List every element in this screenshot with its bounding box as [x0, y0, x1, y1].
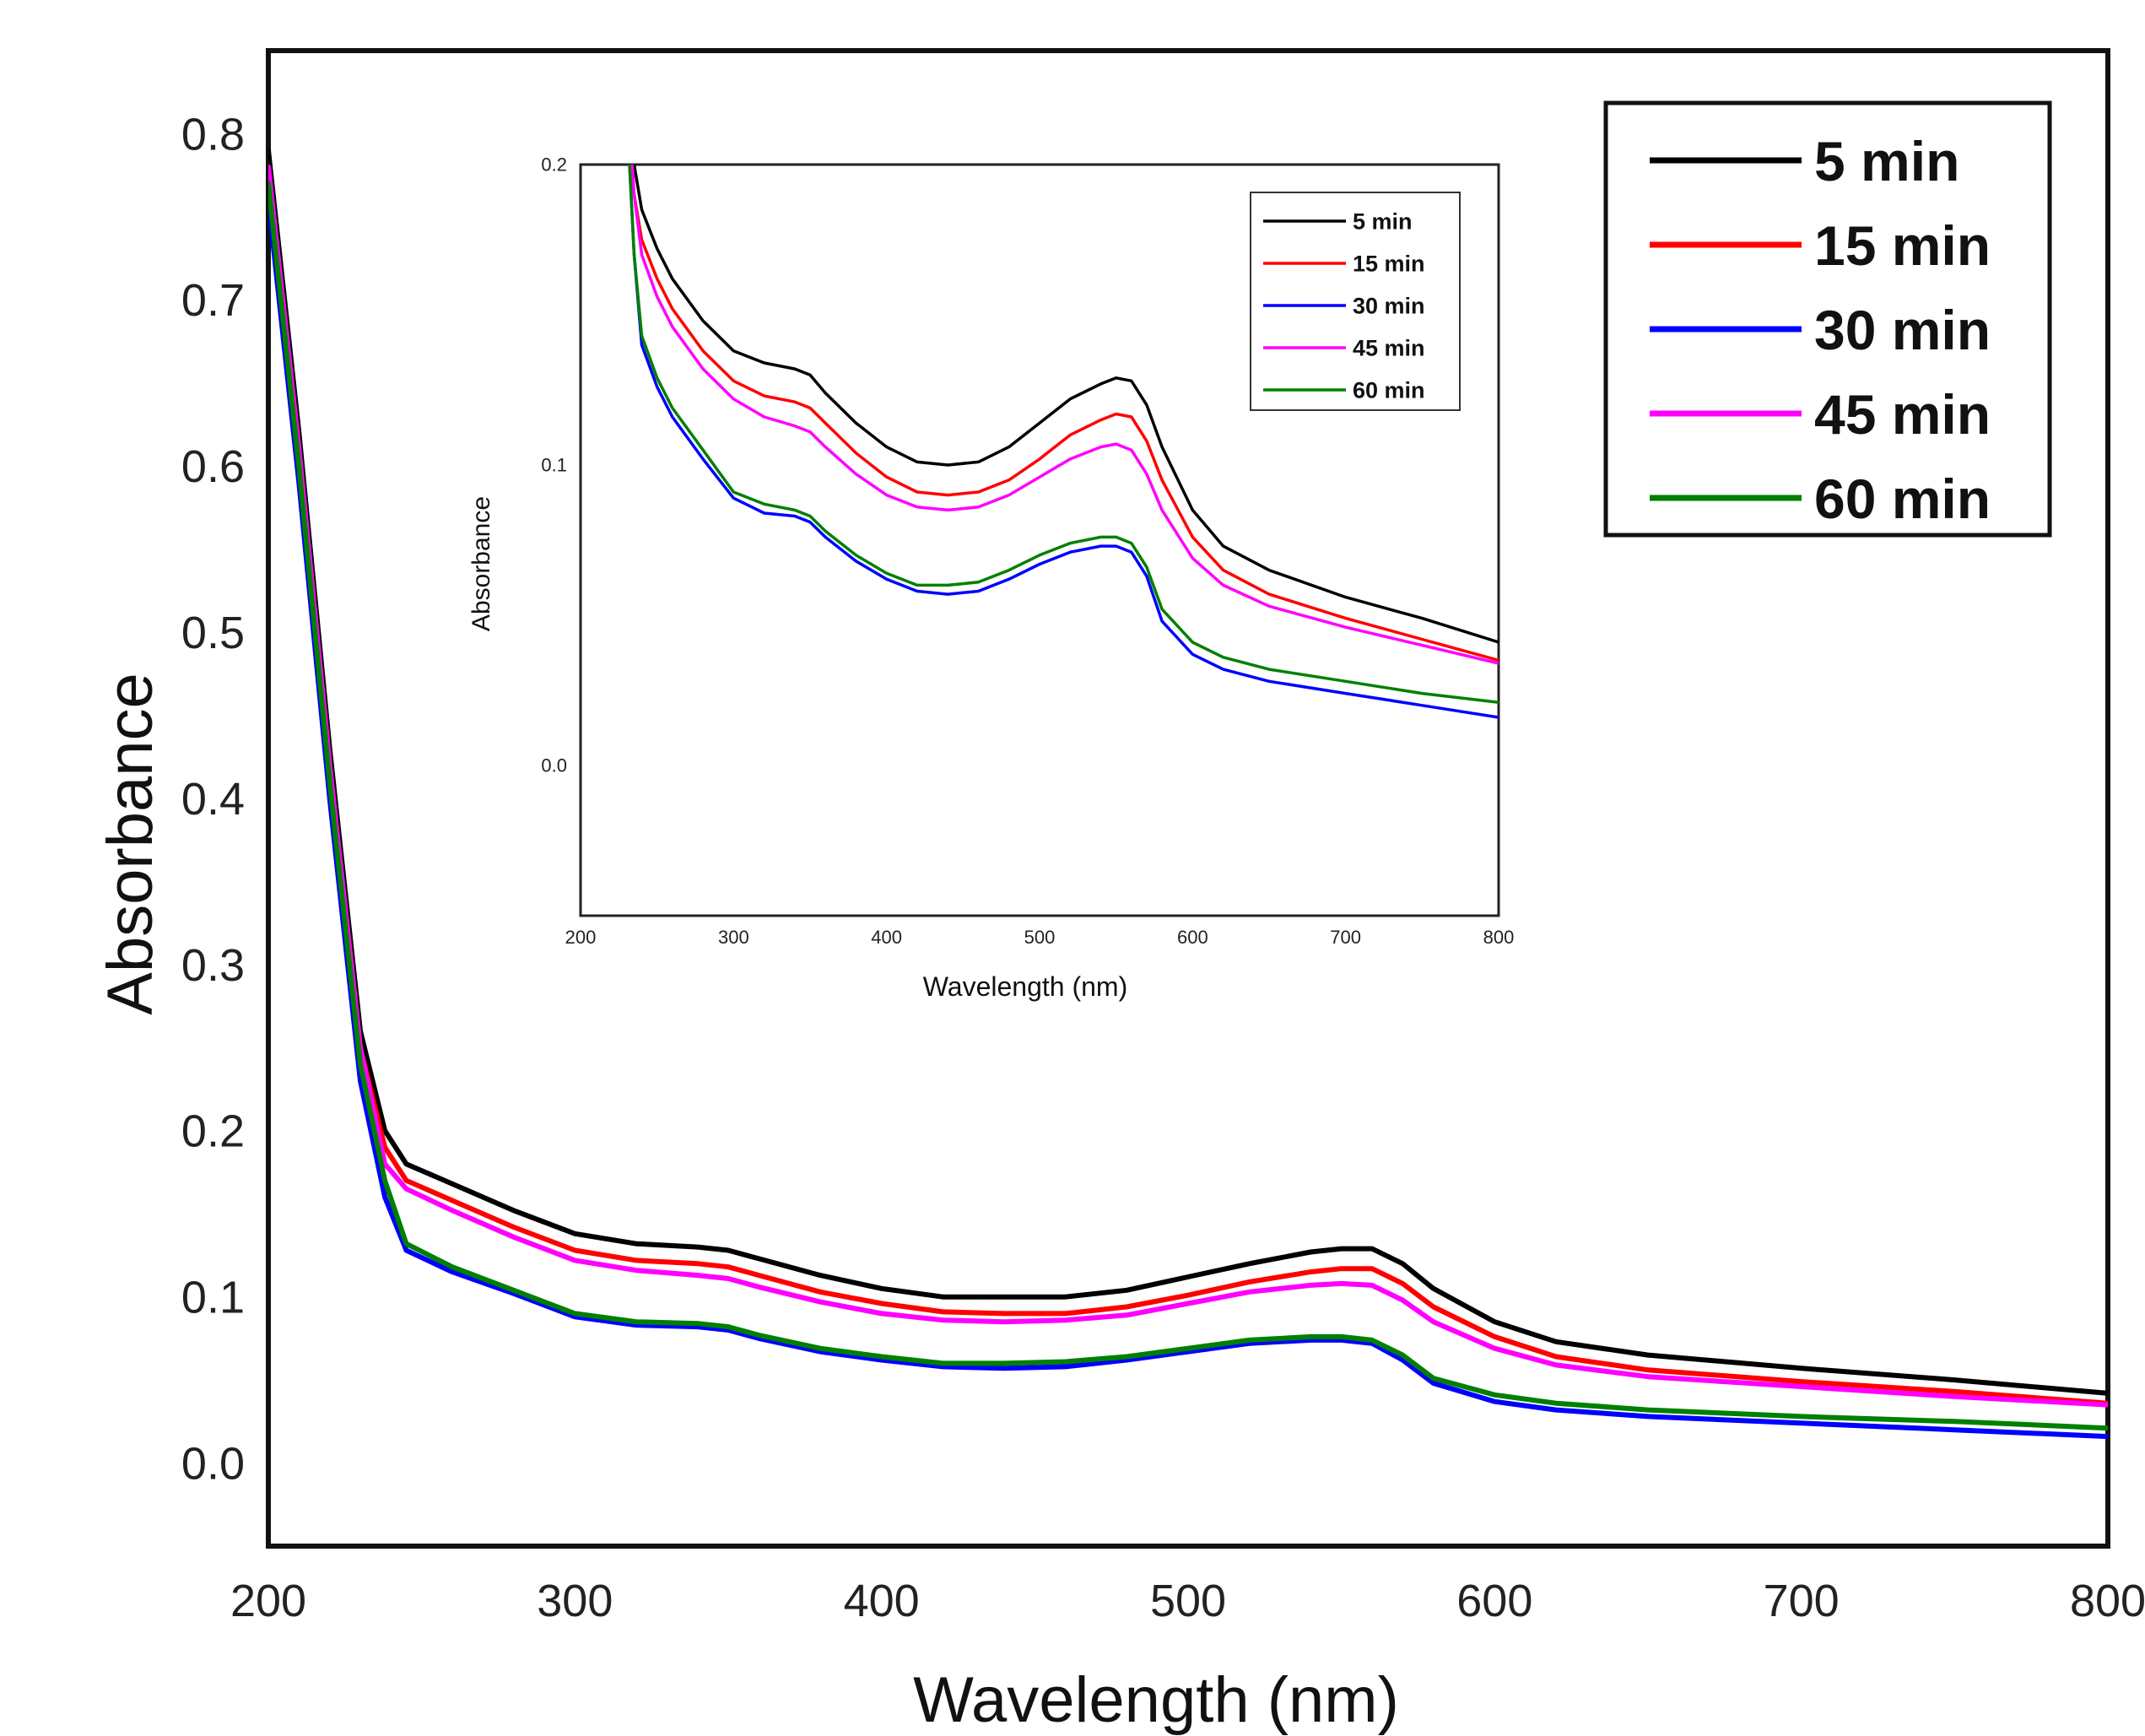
main-legend-label-5-min: 5 min	[1814, 130, 1959, 192]
inset-y-tick-labels: 0.0 0.1 0.2	[541, 154, 567, 776]
inset-x-tick-label: 500	[1024, 927, 1056, 948]
inset-x-tick-label: 300	[718, 927, 749, 948]
main-series-line-60-min	[268, 181, 2108, 1431]
main-plot: 0.0 0.1 0.2 0.3 0.4 0.5 0.6 0.7 0.8 200 300 400 500…	[95, 48, 2145, 1736]
inset-y-tick-label: 0.1	[541, 455, 567, 476]
main-series-line-45-min	[268, 164, 2108, 1408]
inset-legend-box	[1250, 192, 1461, 411]
inset-x-tick-label: 400	[871, 927, 902, 948]
main-legend-items: 5 min 15 min 30 min 45 min 60 min	[1650, 130, 1991, 530]
inset-series-lines	[628, 165, 1499, 719]
inset-x-axis-title: Wavelength (nm)	[923, 971, 1127, 1002]
main-y-tick-label: 0.8	[181, 109, 245, 160]
main-y-tick-label: 0.6	[181, 441, 245, 492]
main-y-tick-label: 0.2	[181, 1106, 245, 1157]
inset-legend-items: 5 min 15 min 30 min 45 min 60 min	[1263, 209, 1425, 403]
main-legend-box	[1603, 100, 2052, 538]
inset-legend-label-30-min: 30 min	[1353, 294, 1425, 319]
main-x-tick-label: 500	[1150, 1576, 1226, 1626]
inset-legend-label-15-min: 15 min	[1353, 251, 1425, 277]
inset-plot: 0.0 0.1 0.2 200 300 400 500 600 700 800 Absorban…	[467, 154, 1515, 1002]
main-legend-label-60-min: 60 min	[1814, 468, 1991, 530]
inset-series-line-60-min	[628, 165, 1499, 704]
main-legend-label-15-min: 15 min	[1814, 214, 1991, 277]
inset-x-tick-label: 200	[565, 927, 597, 948]
inset-legend-label-5-min: 5 min	[1353, 209, 1413, 235]
main-y-tick-label: 0.4	[181, 774, 245, 825]
inset-series-line-30-min	[628, 165, 1499, 719]
main-x-tick-label: 800	[2070, 1576, 2145, 1626]
main-x-tick-label: 700	[1764, 1576, 1840, 1626]
main-legend: 5 min 15 min 30 min 45 min 60 min	[1603, 100, 2052, 538]
inset-y-axis-title: Absorbance	[467, 496, 495, 631]
inset-series-line-45-min	[630, 165, 1499, 665]
main-x-tick-label: 400	[844, 1576, 920, 1626]
main-plot-frame	[266, 48, 2110, 1549]
main-y-tick-label: 0.7	[181, 275, 245, 326]
inset-legend: 5 min 15 min 30 min 45 min 60 min	[1250, 192, 1461, 411]
main-legend-label-45-min: 45 min	[1814, 383, 1991, 446]
main-x-tick-label: 300	[537, 1576, 613, 1626]
inset-legend-label-60-min: 60 min	[1353, 378, 1425, 403]
inset-x-tick-label: 600	[1177, 927, 1208, 948]
main-y-tick-label: 0.1	[181, 1273, 245, 1323]
inset-series-line-15-min	[630, 165, 1499, 662]
main-series-line-5-min	[268, 148, 2108, 1396]
inset-x-tick-label: 800	[1483, 927, 1515, 948]
main-y-axis-title: Absorbance	[95, 673, 166, 1015]
main-x-tick-labels: 200 300 400 500 600 700 800	[230, 1576, 2145, 1626]
main-series-lines	[268, 148, 2108, 1440]
main-legend-label-30-min: 30 min	[1814, 299, 1991, 361]
inset-legend-label-45-min: 45 min	[1353, 336, 1425, 361]
main-y-tick-label: 0.5	[181, 608, 245, 658]
inset-y-tick-label: 0.2	[541, 154, 567, 176]
inset-x-tick-label: 700	[1330, 927, 1361, 948]
main-x-tick-label: 600	[1456, 1576, 1532, 1626]
inset-x-tick-labels: 200 300 400 500 600 700 800	[565, 927, 1515, 948]
main-series-line-15-min	[268, 164, 2108, 1406]
inset-y-tick-label: 0.0	[541, 755, 567, 776]
main-x-axis-title: Wavelength (nm)	[913, 1664, 1399, 1736]
main-series-line-30-min	[268, 197, 2108, 1440]
inset-series-line-5-min	[632, 165, 1499, 644]
main-x-tick-label: 200	[230, 1576, 306, 1626]
main-y-tick-labels: 0.0 0.1 0.2 0.3 0.4 0.5 0.6 0.7 0.8	[181, 109, 245, 1489]
main-y-tick-label: 0.3	[181, 940, 245, 991]
main-y-tick-label: 0.0	[181, 1438, 245, 1489]
